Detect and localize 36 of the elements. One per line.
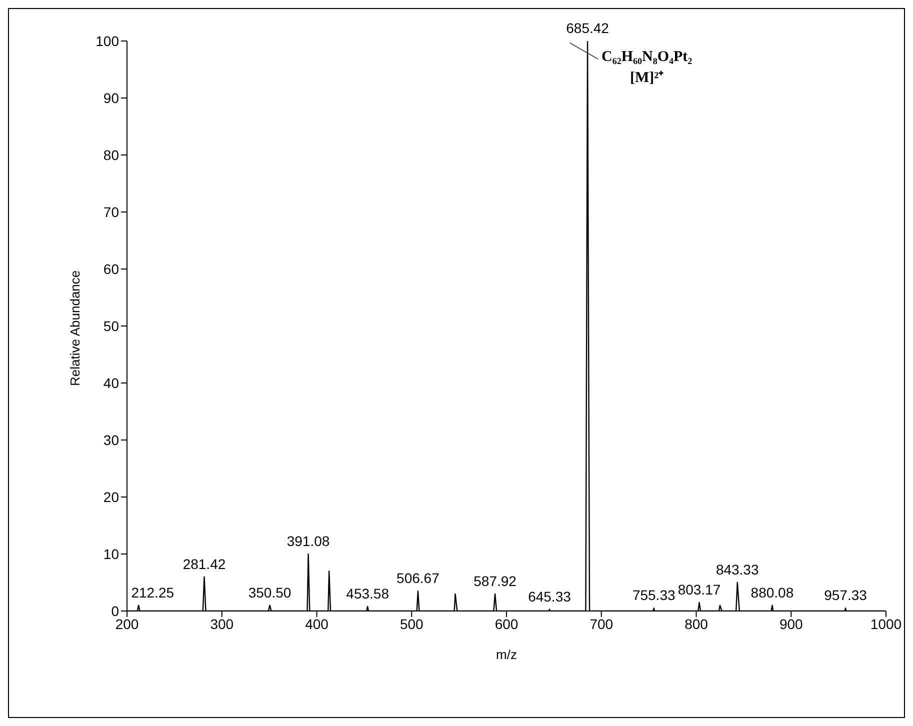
annotation: 453.58 bbox=[346, 585, 390, 602]
annotation: 212.25 bbox=[131, 584, 174, 600]
x-tick-label: 600 bbox=[494, 616, 518, 632]
annotation: 685.42 bbox=[566, 20, 610, 36]
annotation: 587.92 bbox=[474, 572, 517, 589]
annotation: 755.33 bbox=[632, 587, 676, 604]
x-tick-label: 800 bbox=[684, 616, 708, 632]
y-tick-label: 40 bbox=[103, 374, 120, 391]
annotation: 880.08 bbox=[750, 584, 794, 600]
annotation: 350.50 bbox=[248, 584, 292, 600]
y-tick-label: 60 bbox=[103, 260, 120, 277]
y-tick-label: 30 bbox=[103, 432, 120, 448]
y-tick-label: 80 bbox=[103, 146, 120, 163]
y-tick-label: 20 bbox=[103, 488, 120, 505]
x-tick-label: 1000 bbox=[870, 616, 902, 632]
x-tick-label: 300 bbox=[210, 616, 234, 632]
x-tick-label: 900 bbox=[779, 616, 804, 632]
annotation: 843.33 bbox=[716, 562, 759, 578]
annotation: [M]²⁺ bbox=[629, 69, 665, 87]
y-tick-label: 70 bbox=[103, 204, 120, 220]
annotation: 281.42 bbox=[182, 556, 226, 572]
annotation: 957.33 bbox=[824, 587, 868, 604]
y-tick-label: 100 bbox=[96, 32, 120, 49]
annotation: 506.67 bbox=[396, 570, 440, 586]
annotation: 645.33 bbox=[528, 588, 572, 604]
y-tick-label: 90 bbox=[103, 90, 120, 106]
y-tick-label: 50 bbox=[103, 318, 120, 334]
annotation: C₆₂H₆₀N₈O₄Pt₂ bbox=[602, 49, 692, 66]
x-tick-label: 500 bbox=[400, 616, 424, 632]
x-axis-title: m/z bbox=[496, 647, 517, 662]
annotation: 803.17 bbox=[678, 581, 721, 598]
x-tick-label: 400 bbox=[305, 616, 329, 632]
x-tick-label: 700 bbox=[590, 616, 614, 632]
annotation: 391.08 bbox=[286, 533, 330, 549]
y-tick-label: 10 bbox=[103, 546, 120, 562]
y-axis-title: Relative Abundance bbox=[68, 270, 83, 386]
